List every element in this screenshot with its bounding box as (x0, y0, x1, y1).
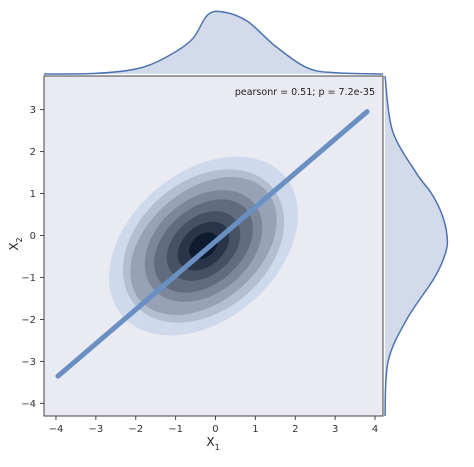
x2-marginal-density (384, 75, 449, 417)
x1-marginal-curve (43, 10, 384, 75)
x-axis-ticks: −4 −3 −2 −1 0 1 2 3 4 (49, 416, 378, 435)
x-tick-label: 0 (212, 424, 218, 435)
y-tick-label: 2 (30, 147, 36, 158)
x-tick-label: −3 (88, 424, 103, 435)
x-axis-label-subscript: 1 (215, 443, 220, 452)
x-tick-label: 3 (332, 424, 338, 435)
y-tick-label: 1 (30, 189, 36, 200)
y-tick-label: 3 (30, 105, 36, 116)
pearson-annotation: pearsonr = 0.51; p = 7.2e-35 (235, 87, 375, 98)
y-tick-label: 0 (30, 231, 36, 242)
x-tick-label: −1 (168, 424, 183, 435)
x-tick-label: 2 (292, 424, 298, 435)
x-tick-label: 1 (252, 424, 258, 435)
y-tick-label: −2 (21, 315, 36, 326)
y-tick-label: −4 (21, 399, 36, 410)
x-tick-label: 4 (372, 424, 378, 435)
plot-frame (43, 75, 384, 417)
x1-marginal-fill (44, 11, 383, 74)
x-tick-label: −2 (128, 424, 143, 435)
y-axis-label-subscript: 2 (15, 237, 24, 242)
x-tick-label: −4 (49, 424, 64, 435)
x2-marginal-curve (384, 75, 449, 417)
y-axis-label: X2 (7, 237, 24, 250)
x2-marginal-fill (385, 76, 448, 416)
x1-marginal-density (43, 10, 384, 75)
kde-level-8 (189, 232, 218, 260)
y-tick-label: −1 (21, 273, 36, 284)
y-tick-label: −3 (21, 357, 36, 368)
regression-line (55, 109, 370, 379)
x-axis-label: X1 (206, 435, 219, 452)
y-axis-ticks: −4 −3 −2 −1 0 1 2 3 (21, 105, 44, 410)
